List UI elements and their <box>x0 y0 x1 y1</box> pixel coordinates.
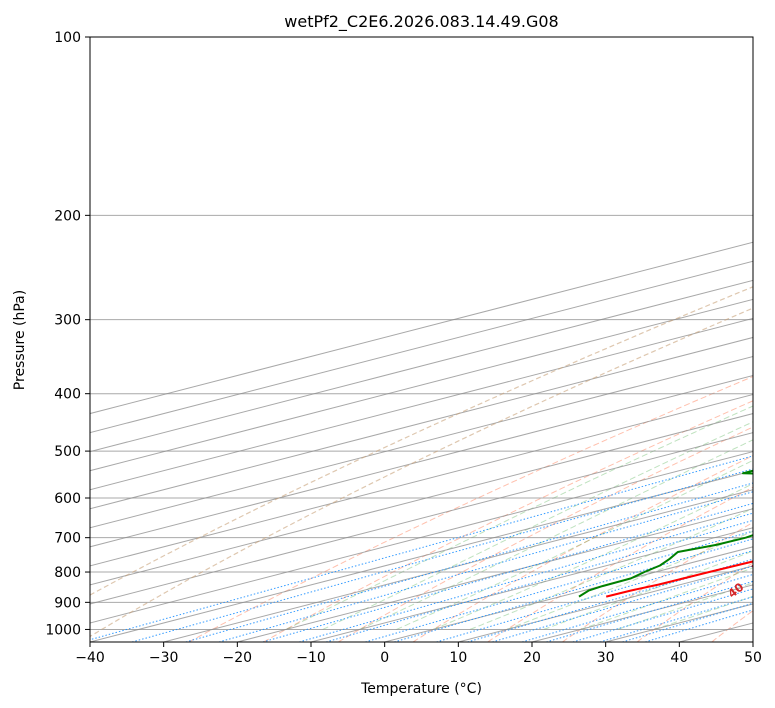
isotherm <box>90 317 753 491</box>
x-tick-label: 30 <box>597 650 615 666</box>
mixing-ratio-line <box>131 468 753 642</box>
moist-adiabat <box>469 507 753 630</box>
y-axis-label: Pressure (hPa) <box>12 290 28 390</box>
mixing-ratio-line <box>467 558 753 642</box>
adiabat-label: 30 <box>749 555 770 576</box>
axes: −40 −30 −20 −10 0 10 20 30 40 50 100 200 300 400 500 60… <box>45 30 762 666</box>
plot-frame <box>89 36 754 643</box>
y-tick-label: 700 <box>54 531 81 547</box>
y-tick-label: 500 <box>54 444 81 460</box>
isotherm <box>90 241 753 415</box>
reference-lines <box>90 37 753 642</box>
x-tick-label: −40 <box>75 650 105 666</box>
isotherm <box>90 260 753 434</box>
isotherm <box>90 394 753 567</box>
x-tick-label: −10 <box>296 650 326 666</box>
mixing-ratio-line <box>394 538 753 642</box>
isotherm <box>90 374 753 548</box>
moist-adiabat <box>506 530 753 630</box>
moist-adiabat <box>580 567 753 630</box>
y-tick-label: 900 <box>54 595 81 611</box>
isotherm <box>237 508 753 642</box>
y-tick-label: 800 <box>54 565 81 581</box>
dry-adiabat <box>562 521 753 642</box>
moist-adiabat <box>322 421 753 630</box>
moist-adiabat <box>543 550 753 630</box>
dry-adiabat <box>188 375 753 642</box>
isotherm <box>90 451 753 624</box>
moist-adiabat <box>359 439 753 630</box>
isotherm <box>90 298 753 472</box>
x-tick-label: 10 <box>449 650 467 666</box>
y-tick-label: 1000 <box>45 622 81 638</box>
mixing-ratio-line <box>218 491 753 642</box>
x-axis-label: Temperature (°C) <box>360 681 482 697</box>
mixing-ratio-line <box>185 482 753 642</box>
reference-curve <box>90 307 753 638</box>
x-tick-label: 20 <box>523 650 541 666</box>
mixing-ratio-line <box>325 519 753 642</box>
mixing-ratio-line <box>365 530 753 642</box>
mixing-ratio-line <box>436 550 753 642</box>
mixing-ratio-line <box>90 455 753 641</box>
x-tick-label: 40 <box>670 650 688 666</box>
y-tick-label: 600 <box>54 491 81 507</box>
y-tick-label: 300 <box>54 313 81 329</box>
dry-adiabat <box>263 400 753 642</box>
x-tick-label: 0 <box>380 650 389 666</box>
x-tick-label: −30 <box>149 650 179 666</box>
isotherm <box>90 432 753 605</box>
moist-adiabat <box>433 483 753 630</box>
moist-adiabat <box>396 459 753 630</box>
chart-title: wetPf2_C2E6.2026.083.14.49.G08 <box>284 12 558 32</box>
x-tick-label: 50 <box>744 650 762 666</box>
y-tick-label: 100 <box>54 30 81 46</box>
y-tick-label: 200 <box>54 208 81 224</box>
isotherm <box>90 279 753 453</box>
isotherm <box>310 527 753 642</box>
x-tick-label: −20 <box>223 650 253 666</box>
isotherm <box>90 470 753 642</box>
y-tick-label: 400 <box>54 387 81 403</box>
isotherm <box>90 336 753 510</box>
isotherm <box>163 489 753 642</box>
